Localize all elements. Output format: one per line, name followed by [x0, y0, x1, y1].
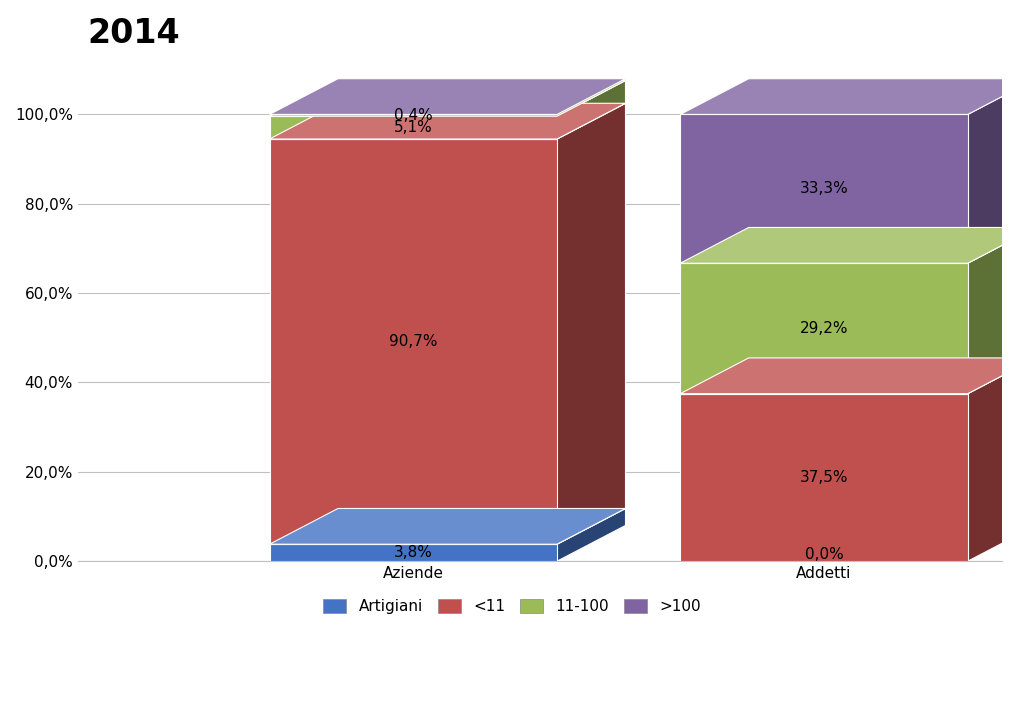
Bar	[680, 263, 968, 394]
Text: 29,2%: 29,2%	[799, 321, 848, 336]
Text: 2014: 2014	[87, 17, 180, 50]
Polygon shape	[557, 81, 625, 139]
Polygon shape	[557, 103, 625, 544]
Text: 5,1%: 5,1%	[394, 120, 432, 135]
Bar	[270, 544, 557, 561]
Bar	[270, 114, 557, 117]
Polygon shape	[270, 81, 625, 117]
Polygon shape	[968, 358, 1017, 561]
Polygon shape	[557, 508, 625, 561]
Bar	[270, 117, 557, 139]
Text: 0,4%: 0,4%	[394, 108, 432, 123]
Polygon shape	[270, 508, 625, 544]
Legend: Artigiani, <11, 11-100, >100: Artigiani, <11, 11-100, >100	[317, 593, 707, 621]
Bar	[680, 394, 968, 561]
Polygon shape	[270, 103, 625, 139]
Polygon shape	[680, 358, 1017, 394]
Polygon shape	[680, 79, 1017, 114]
Text: 37,5%: 37,5%	[799, 470, 848, 485]
Text: 0,0%: 0,0%	[804, 547, 843, 562]
Polygon shape	[680, 227, 1017, 263]
Text: 33,3%: 33,3%	[799, 181, 848, 197]
Polygon shape	[968, 79, 1017, 263]
Polygon shape	[557, 79, 625, 117]
Text: 3,8%: 3,8%	[394, 545, 432, 560]
Bar	[270, 139, 557, 544]
Text: 90,7%: 90,7%	[390, 334, 437, 349]
Polygon shape	[270, 79, 625, 114]
Bar	[680, 114, 968, 263]
Polygon shape	[968, 227, 1017, 394]
